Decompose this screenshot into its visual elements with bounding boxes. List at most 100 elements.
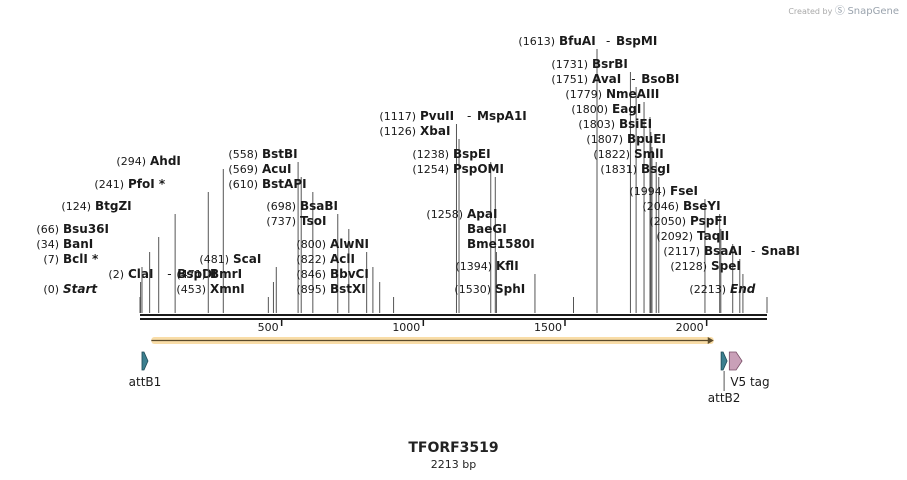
enzyme-name: FseI bbox=[670, 184, 698, 198]
enzyme-name: SphI bbox=[495, 282, 525, 296]
site-position: (1807) bbox=[586, 133, 623, 146]
site-position: (737) bbox=[266, 215, 296, 228]
enzyme-name: AlwNI bbox=[330, 237, 369, 251]
enzyme-name: Bme1580I bbox=[467, 237, 535, 251]
isoschizomer-name: BsoBI bbox=[641, 72, 679, 86]
site-position: (1994) bbox=[629, 185, 666, 198]
site-position: (66) bbox=[36, 223, 59, 236]
site-bsgi: (1831) BsgI bbox=[600, 162, 670, 313]
site-bcli: (7) BclI * bbox=[43, 252, 143, 313]
site-position: (846) bbox=[296, 268, 326, 281]
site-ahdi: (294) AhdI bbox=[116, 154, 224, 313]
enzyme-name: EagI bbox=[612, 102, 641, 116]
site-pspfi: (2050) PspFI bbox=[649, 214, 727, 313]
enzyme-name: PvuII bbox=[420, 109, 454, 123]
plasmid-length: 2213 bp bbox=[430, 458, 477, 471]
site-bmri: (471) BmrI bbox=[176, 267, 274, 313]
site-position: (1751) bbox=[551, 73, 588, 86]
enzyme-labels: (0) Start(2) ClaI - BspDI(7) BclI *(34) BanI(6… bbox=[36, 34, 800, 313]
site-position: (1831) bbox=[600, 163, 637, 176]
site-position: (471) bbox=[176, 268, 206, 281]
isoschizomer-name: SnaBI bbox=[761, 244, 800, 258]
site-bsu36i: (66) Bsu36I bbox=[36, 222, 160, 313]
site-position: (1126) bbox=[379, 125, 416, 138]
enzyme-name: BtgZI bbox=[95, 199, 132, 213]
tick-label: 1000 bbox=[392, 321, 420, 334]
feature-attb2 bbox=[720, 351, 728, 371]
enzyme-name: BclI * bbox=[63, 252, 99, 266]
site-position: (1731) bbox=[551, 58, 588, 71]
site-position: (2) bbox=[108, 268, 124, 281]
isoschizomer-sep: - bbox=[631, 72, 635, 86]
enzyme-name: PfoI * bbox=[128, 177, 166, 191]
site-clai: (2) ClaI - BspDI bbox=[108, 267, 217, 313]
tick-label: 1500 bbox=[534, 321, 562, 334]
isoschizomer-name: MspA1I bbox=[477, 109, 527, 123]
enzyme-name: BsrBI bbox=[592, 57, 628, 71]
feature-label-attb1: attB1 bbox=[129, 375, 162, 389]
isoschizomer-sep: - bbox=[467, 109, 471, 123]
site-pspomi: (1254) PspOMI bbox=[412, 162, 504, 313]
sequence-bottom-strand bbox=[140, 318, 767, 320]
site-btgzi: (124) BtgZI bbox=[61, 199, 176, 313]
site-bsabi: (698) BsaBI bbox=[266, 199, 339, 313]
enzyme-name: PspOMI bbox=[453, 162, 504, 176]
site-fsei: (1994) FseI bbox=[629, 184, 706, 313]
site-position: (2128) bbox=[670, 260, 707, 273]
tick-label: 2000 bbox=[676, 321, 704, 334]
scale-ticks: 500 1000 1500 2000 bbox=[258, 319, 708, 334]
enzyme-name: BfuAI bbox=[559, 34, 596, 48]
site-nmeaiii: (1779) NmeAIII bbox=[565, 87, 659, 313]
site-taqii: (2092) TaqII bbox=[656, 229, 734, 313]
enzyme-name: BsiEI bbox=[619, 117, 652, 131]
enzyme-name: AcuI bbox=[262, 162, 291, 176]
site-kfli: (1394) KflI bbox=[455, 259, 536, 313]
site-position: (1258) bbox=[426, 208, 463, 221]
plasmid-name: TFORF3519 bbox=[408, 440, 499, 456]
site-bstapi: (610) BstAPI bbox=[228, 177, 314, 313]
site-bbvci: (846) BbvCI bbox=[296, 267, 381, 313]
site-eagi: (1800) EagI bbox=[571, 102, 651, 313]
isoschizomer-sep: - bbox=[751, 244, 755, 258]
site-position: (558) bbox=[228, 148, 258, 161]
site-position: (800) bbox=[296, 238, 326, 251]
enzyme-name: BbvCI bbox=[330, 267, 369, 281]
site-position: (895) bbox=[296, 283, 326, 296]
site-alwni: (800) AlwNI bbox=[296, 237, 369, 313]
enzyme-name: BaeGI bbox=[467, 222, 507, 236]
enzyme-name: ScaI bbox=[233, 252, 261, 266]
enzyme-name: BmrI bbox=[210, 267, 242, 281]
site-position: (569) bbox=[228, 163, 258, 176]
site-position: (0) bbox=[43, 283, 59, 296]
site-acui: (569) AcuI bbox=[228, 162, 302, 313]
created-by-text: Created by bbox=[788, 7, 833, 16]
site-scai: (481) ScaI bbox=[199, 252, 277, 313]
enzyme-name: ApaI bbox=[467, 207, 497, 221]
enzyme-name: BsaBI bbox=[300, 199, 338, 213]
site-position: (1803) bbox=[578, 118, 615, 131]
isoschizomer-name: BspMI bbox=[616, 34, 657, 48]
sequence-top-strand bbox=[140, 314, 767, 316]
site-smli: (1822) SmlI bbox=[593, 147, 664, 313]
enzyme-name: BanI bbox=[63, 237, 93, 251]
site-position: (453) bbox=[176, 283, 206, 296]
site-position: (124) bbox=[61, 200, 91, 213]
enzyme-name: BpuEI bbox=[627, 132, 666, 146]
site-position: (241) bbox=[94, 178, 124, 191]
site-end: (2213) End bbox=[689, 282, 768, 313]
enzyme-name: XmnI bbox=[210, 282, 245, 296]
site-avai: (1751) AvaI - BsoBI bbox=[551, 72, 679, 313]
enzyme-name: NmeAIII bbox=[606, 87, 659, 101]
site-tsoi: (737) TsoI bbox=[266, 214, 350, 313]
site-bspei: (1238) BspEI bbox=[412, 147, 492, 313]
snapgene-watermark: Created by Ⓢ SnapGene bbox=[788, 2, 899, 17]
site-position: (1117) bbox=[379, 110, 416, 123]
enzyme-name: XbaI bbox=[420, 124, 450, 138]
enzyme-name: AhdI bbox=[150, 154, 181, 168]
site-pfoi: (241) PfoI * bbox=[94, 177, 209, 313]
site-bsrbi: (1731) BsrBI bbox=[551, 57, 631, 313]
site-bseyi: (2046) BseYI bbox=[642, 199, 721, 313]
enzyme-name: Bsu36I bbox=[63, 222, 109, 236]
enzyme-name: ClaI bbox=[128, 267, 153, 281]
orf-arrowhead bbox=[707, 337, 714, 344]
